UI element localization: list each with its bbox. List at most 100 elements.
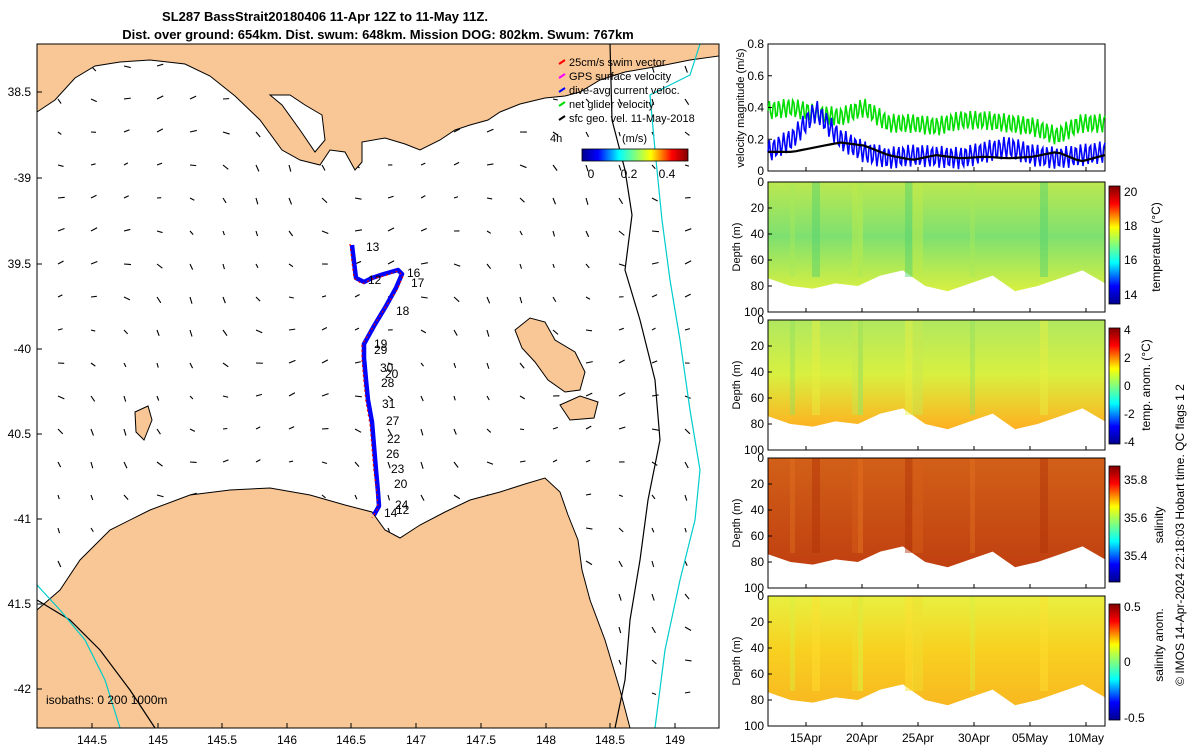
- track-label: 30: [380, 361, 394, 375]
- geo-velocity-arrow: [486, 163, 494, 166]
- map-x-tick-label: 146: [277, 733, 297, 747]
- geo-velocity-arrow: [618, 359, 625, 364]
- geo-velocity-arrow: [651, 692, 657, 695]
- geo-velocity-arrow: [420, 428, 424, 436]
- depth-ticks: 0204060801000204060801000204060801000204…: [744, 175, 772, 733]
- geo-velocity-arrow: [453, 428, 457, 435]
- geo-velocity-arrow: [552, 426, 558, 430]
- geo-velocity-arrow: [123, 195, 129, 199]
- map-y-tick-label: -40: [14, 342, 32, 356]
- geo-velocity-arrow: [354, 327, 360, 331]
- geo-velocity-arrow: [585, 329, 593, 332]
- geo-velocity-arrow: [486, 263, 492, 270]
- geo-velocity-arrow: [222, 263, 225, 270]
- section-stripe: [905, 320, 913, 415]
- geo-velocity-arrow: [618, 131, 621, 137]
- temp-anom-section: [768, 320, 1105, 430]
- geo-velocity-arrow: [90, 163, 96, 166]
- geo-velocity-arrow: [552, 131, 559, 136]
- geo-velocity-arrow: [90, 261, 98, 265]
- track-label: 22: [387, 432, 401, 446]
- geo-velocity-arrow: [453, 161, 460, 166]
- geo-velocity-arrow: [651, 197, 658, 202]
- temp-cbar-tick-3: 14: [1124, 288, 1138, 302]
- temp-anom-panel: 4 2 0 -2 -4 Depth (m): [731, 319, 1135, 451]
- geo-velocity-arrow: [156, 395, 160, 401]
- depth-tick-label: 80: [751, 693, 765, 707]
- geo-velocity-arrow: [123, 129, 130, 133]
- geo-velocity-arrow: [90, 98, 97, 103]
- geo-velocity-arrow: [90, 227, 98, 232]
- geo-velocity-arrow: [585, 263, 590, 269]
- track-label: 16: [407, 266, 421, 280]
- depth-tick-label: 60: [751, 391, 765, 405]
- tanom-cbar-tick-2: 0: [1124, 379, 1131, 393]
- geo-velocity-arrow: [618, 98, 622, 105]
- geo-velocity-arrow: [618, 527, 624, 533]
- section-stripe: [858, 320, 863, 415]
- geo-velocity-arrow: [321, 494, 326, 499]
- geo-velocity-arrow: [486, 428, 492, 433]
- geo-velocity-arrow: [156, 63, 164, 67]
- map-y-tick-label: 41.5: [8, 597, 32, 611]
- velocity-series-line: [767, 97, 1106, 145]
- depth-tick-label: 20: [751, 615, 765, 629]
- geo-velocity-arrow: [420, 296, 428, 299]
- geo-velocity-arrow: [90, 527, 94, 532]
- geo-velocity-arrow: [420, 162, 426, 166]
- geo-velocity-arrow: [651, 394, 659, 397]
- geo-velocity-arrow: [519, 164, 527, 169]
- geo-velocity-arrow: [420, 227, 427, 232]
- section-stripe: [790, 458, 795, 553]
- geo-velocity-arrow: [585, 459, 591, 463]
- geo-velocity-arrow: [486, 461, 494, 465]
- velocity-tick-label: 0.2: [747, 132, 764, 146]
- geo-velocity-arrow: [684, 691, 691, 694]
- geo-velocity-arrow: [618, 560, 623, 568]
- geo-velocity-arrow: [519, 460, 526, 463]
- velocity-tick-label: 0.8: [747, 37, 764, 51]
- geo-velocity-arrow: [684, 560, 688, 567]
- track-label: 19: [374, 337, 388, 351]
- geo-velocity-arrow: [57, 227, 65, 232]
- map-legend: 25cm/s swim vector GPS surface velocity di…: [558, 57, 695, 125]
- track-blue: [349, 244, 405, 517]
- temp-anom-ylabel: Depth (m): [731, 361, 743, 410]
- geo-velocity-arrow: [651, 494, 656, 500]
- track-label: 14: [384, 506, 398, 520]
- geo-velocity-arrow: [222, 131, 230, 135]
- depth-tick-label: 0: [757, 175, 764, 189]
- geo-velocity-arrow: [651, 527, 655, 533]
- geo-velocity-arrow: [222, 427, 228, 430]
- geo-velocity-arrow: [486, 296, 491, 304]
- map-y-tick-label: 39.5: [8, 257, 32, 271]
- track-label: 12: [368, 273, 382, 287]
- geo-velocity-arrow: [354, 395, 362, 398]
- land-king-island: [134, 405, 153, 441]
- colorbar-tick-0: 0: [588, 167, 595, 181]
- depth-tick-label: 0: [757, 313, 764, 327]
- legend-swatch: [558, 101, 566, 107]
- velocity-series-line: [767, 100, 1106, 170]
- geo-velocity-arrow: [684, 659, 692, 662]
- geo-velocity-arrow: [618, 230, 625, 236]
- map-x-tick-label: 147: [406, 733, 426, 747]
- geo-velocity-arrow: [255, 131, 261, 138]
- geo-velocity-arrow: [684, 293, 691, 298]
- geo-velocity-arrow: [156, 494, 164, 498]
- geo-velocity-arrow: [519, 395, 526, 400]
- section-stripe: [812, 182, 820, 277]
- geo-velocity-arrow: [684, 164, 690, 167]
- depth-tick-label: 80: [751, 417, 765, 431]
- geo-velocity-arrow: [123, 296, 131, 301]
- geo-velocity-arrow: [420, 262, 428, 265]
- geo-velocity-arrow: [618, 197, 624, 205]
- track-label: 13: [366, 240, 380, 254]
- geo-velocity-arrow: [552, 230, 556, 237]
- geo-velocity-arrow: [552, 98, 558, 101]
- geo-velocity-arrow: [156, 329, 160, 337]
- map-x-ticks: 144.5 145 145.5 146 146.5 147 147.5 148 148.5 149: [77, 723, 685, 747]
- geo-velocity-arrow: [585, 361, 593, 364]
- geo-velocity-arrow: [189, 362, 194, 369]
